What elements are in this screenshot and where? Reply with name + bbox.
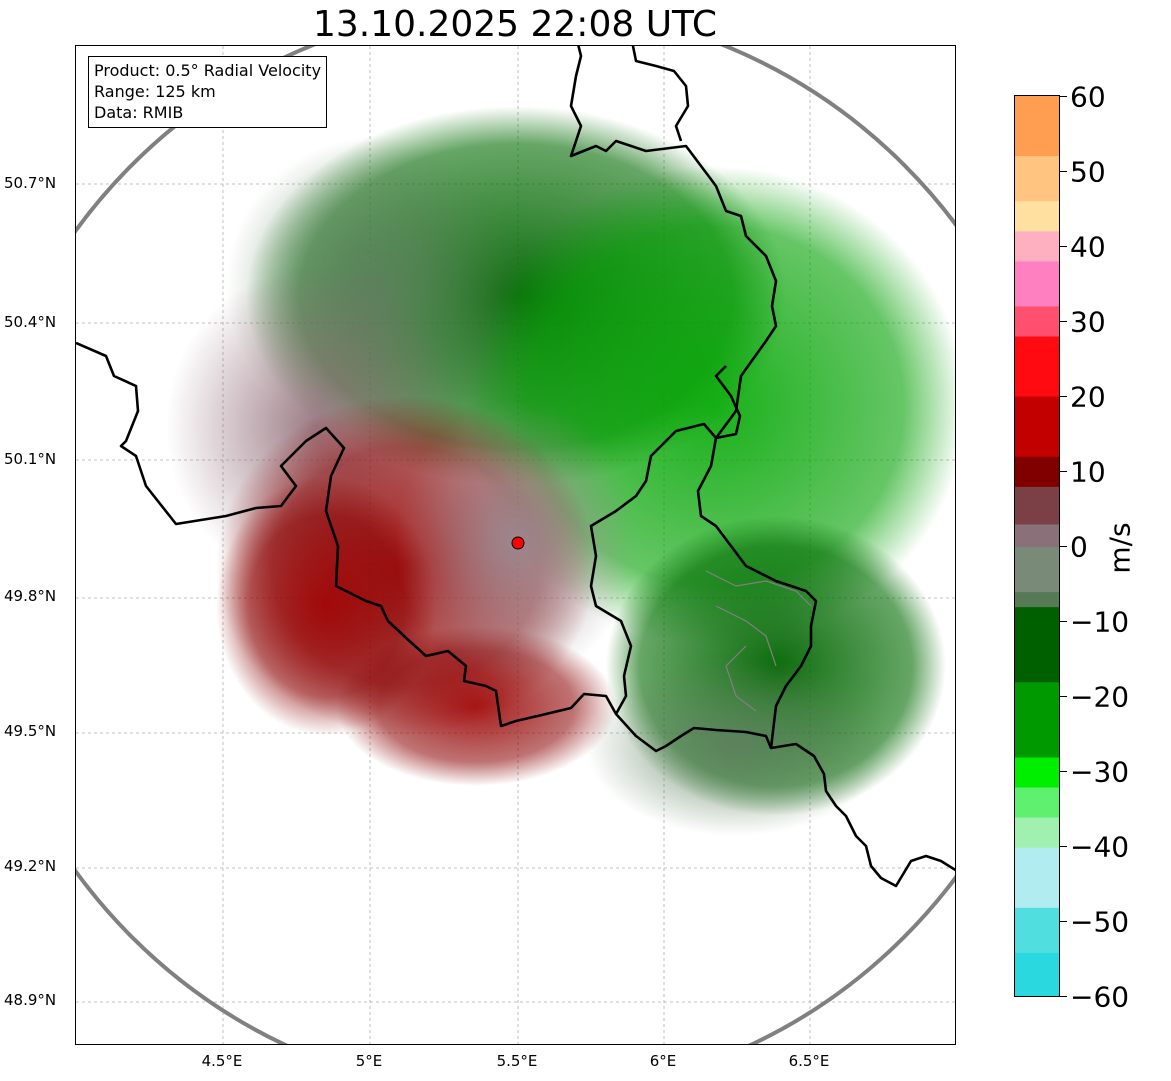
echo-near-zero-south xyxy=(586,656,886,836)
colorbar-label: 50 xyxy=(1070,155,1106,189)
colorbar-label: −60 xyxy=(1070,980,1130,1014)
colorbar-band xyxy=(1015,847,1059,909)
colorbar-tick xyxy=(1060,96,1067,97)
colorbar-label: −20 xyxy=(1070,680,1130,714)
echo-outbound-west xyxy=(216,476,436,736)
lon-label: 4.5°E xyxy=(201,1052,243,1070)
colorbar-tick xyxy=(1060,771,1067,772)
colorbar-band xyxy=(1015,952,1059,996)
product-info-box: Product: 0.5° Radial Velocity Range: 125… xyxy=(88,56,328,128)
map-title: 13.10.2025 22:08 UTC xyxy=(312,4,718,45)
colorbar-band xyxy=(1015,306,1059,338)
colorbar-tick xyxy=(1060,471,1067,472)
colorbar-gradient xyxy=(1015,96,1059,996)
colorbar-tick xyxy=(1060,996,1067,997)
colorbar-label: 0 xyxy=(1070,530,1088,564)
colorbar-tick xyxy=(1060,846,1067,847)
colorbar-unit: m/s xyxy=(1103,522,1137,574)
colorbar-label: −10 xyxy=(1070,605,1130,639)
colorbar-label: 60 xyxy=(1070,80,1106,114)
range-text: Range: 125 km xyxy=(94,82,216,101)
lat-label: 50.1°N xyxy=(4,450,57,468)
colorbar-label: −30 xyxy=(1070,755,1130,789)
colorbar-band xyxy=(1015,907,1059,954)
lon-label: 6.5°E xyxy=(788,1052,830,1070)
colorbar-tick xyxy=(1060,321,1067,322)
colorbar-label: 10 xyxy=(1070,455,1106,489)
colorbar-label: −40 xyxy=(1070,830,1130,864)
region-border xyxy=(725,645,757,712)
colorbar-band xyxy=(1015,547,1059,593)
colorbar-tick xyxy=(1060,171,1067,172)
colorbar-label: 20 xyxy=(1070,380,1106,414)
colorbar-band xyxy=(1015,486,1059,525)
colorbar-band xyxy=(1015,396,1059,458)
colorbar-band xyxy=(1015,261,1059,307)
colorbar-band xyxy=(1015,156,1059,202)
colorbar-label: 40 xyxy=(1070,230,1106,264)
colorbar-band xyxy=(1015,456,1059,488)
colorbar-band xyxy=(1015,96,1059,157)
colorbar-band xyxy=(1015,787,1059,819)
colorbar-tick xyxy=(1060,921,1067,922)
product-text: Product: 0.5° Radial Velocity xyxy=(94,61,322,80)
border-luxembourg xyxy=(589,365,742,715)
lon-label: 5.5°E xyxy=(496,1052,538,1070)
border-germany-north xyxy=(631,46,690,142)
lon-label: 6°E xyxy=(649,1052,677,1070)
radar-map[interactable] xyxy=(75,45,956,1045)
lat-label: 49.5°N xyxy=(4,722,57,740)
border-germany xyxy=(569,46,818,749)
region-border xyxy=(705,570,812,607)
colorbar-band xyxy=(1015,592,1059,608)
colorbar-tick xyxy=(1060,546,1067,547)
colorbar-band xyxy=(1015,607,1059,683)
border-belgium-france xyxy=(76,341,955,888)
lat-label: 50.4°N xyxy=(4,313,57,331)
lat-label: 49.8°N xyxy=(4,587,57,605)
lat-label: 49.2°N xyxy=(4,857,57,875)
colorbar-band xyxy=(1015,201,1059,232)
colorbar-band xyxy=(1015,336,1059,398)
colorbar-band xyxy=(1015,817,1059,849)
colorbar-band xyxy=(1015,757,1059,789)
velocity-field xyxy=(166,106,955,836)
velocity-colorbar xyxy=(1014,95,1060,997)
lat-label: 50.7°N xyxy=(4,174,57,192)
colorbar-band xyxy=(1015,682,1059,758)
lat-label: 48.9°N xyxy=(4,991,57,1009)
colorbar-tick xyxy=(1060,621,1067,622)
country-borders xyxy=(76,46,955,888)
colorbar-label: −50 xyxy=(1070,905,1130,939)
colorbar-tick xyxy=(1060,696,1067,697)
colorbar-tick xyxy=(1060,246,1067,247)
region-borders xyxy=(705,570,812,712)
lon-label: 5°E xyxy=(355,1052,383,1070)
region-border xyxy=(715,605,777,667)
source-text: Data: RMIB xyxy=(94,103,184,122)
colorbar-band xyxy=(1015,231,1059,262)
radar-site-marker xyxy=(511,536,525,550)
colorbar-tick xyxy=(1060,396,1067,397)
colorbar-band xyxy=(1015,524,1059,548)
colorbar-label: 30 xyxy=(1070,305,1106,339)
radar-map-canvas xyxy=(76,46,955,1044)
